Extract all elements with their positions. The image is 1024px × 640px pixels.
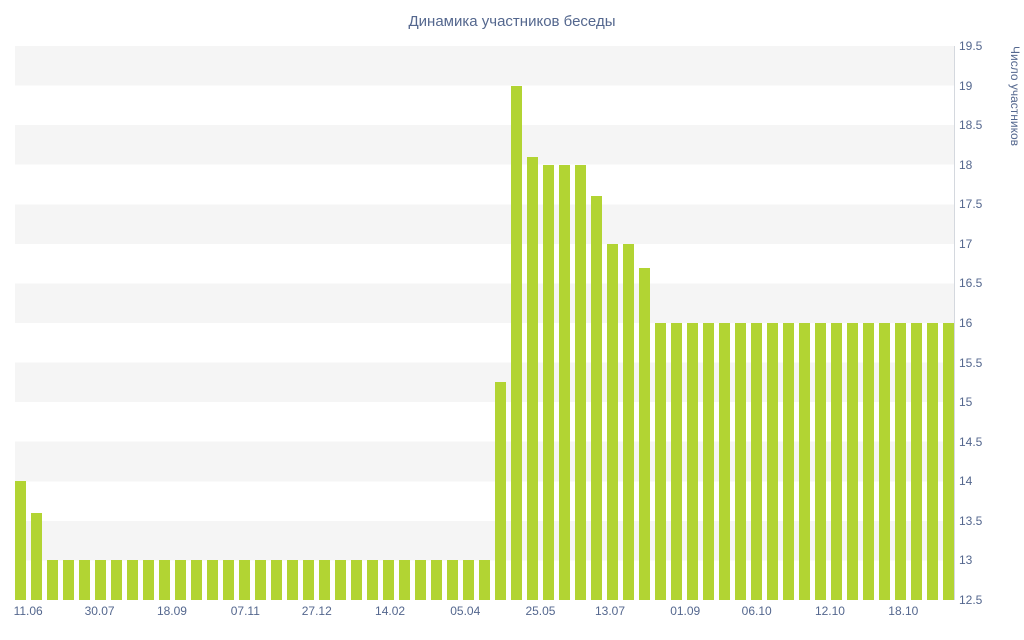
bar[interactable] [111, 560, 122, 600]
y-tick-label: 16.5 [959, 276, 983, 291]
bar[interactable] [95, 560, 106, 600]
x-tick-label: 14.02 [375, 604, 406, 618]
bar[interactable] [607, 243, 618, 600]
bar[interactable] [703, 323, 714, 600]
bar[interactable] [319, 560, 330, 600]
x-tick-label: 25.05 [525, 604, 556, 618]
y-tick-label: 16 [959, 316, 973, 330]
bar[interactable] [175, 560, 186, 600]
bar[interactable] [687, 323, 698, 600]
bar[interactable] [639, 267, 650, 600]
bar[interactable] [287, 560, 298, 600]
bar[interactable] [479, 560, 490, 600]
bar[interactable] [367, 560, 378, 600]
bar[interactable] [399, 560, 410, 600]
bar[interactable] [927, 323, 938, 600]
bar[interactable] [239, 560, 250, 600]
bar[interactable] [783, 323, 794, 600]
bar[interactable] [895, 323, 906, 600]
bar[interactable] [223, 560, 234, 600]
bar[interactable] [127, 560, 138, 600]
bar[interactable] [943, 323, 954, 600]
y-tick-label: 17 [959, 236, 973, 251]
bar[interactable] [671, 323, 682, 600]
x-tick-label: 06.10 [741, 604, 772, 618]
y-tick-label: 15.5 [959, 355, 983, 370]
bar[interactable] [719, 323, 730, 600]
y-tick-label: 18.5 [959, 118, 983, 133]
y-tick-label: 19.5 [959, 39, 983, 53]
bar[interactable] [431, 560, 442, 600]
bar[interactable] [623, 243, 634, 600]
bar[interactable] [303, 560, 314, 600]
x-tick-label: 11.06 [13, 604, 43, 618]
y-tick-label: 14.5 [959, 434, 983, 449]
bar[interactable] [591, 196, 602, 600]
y-tick-label: 15 [959, 395, 973, 410]
y-axis: 19.5 19 18.5 18 17.5 17 16.5 16 15.5 15 14.5 14 13.5… [959, 39, 997, 607]
chart-title: Динамика участников беседы [408, 13, 616, 30]
bar[interactable] [31, 512, 42, 600]
x-tick-label: 05.04 [450, 604, 481, 618]
plot-area [15, 46, 955, 600]
x-tick-label: 13.07 [595, 604, 626, 618]
bar[interactable] [831, 323, 842, 600]
y-tick-label: 17.5 [959, 197, 983, 212]
bar[interactable] [207, 560, 218, 600]
bar[interactable] [735, 323, 746, 600]
x-tick-label: 12.10 [814, 604, 845, 618]
bar[interactable] [383, 560, 394, 600]
bar[interactable] [351, 560, 362, 600]
y-tick-label: 13 [959, 553, 973, 568]
bar[interactable] [335, 560, 346, 600]
y-tick-label: 18 [959, 157, 973, 172]
bar[interactable] [463, 560, 474, 600]
bar[interactable] [191, 560, 202, 600]
bar[interactable] [655, 323, 666, 600]
y-axis-title: Число участников [1008, 46, 1022, 147]
bar[interactable] [863, 323, 874, 600]
x-tick-label: 18.10 [888, 604, 919, 618]
y-tick-label: 19 [959, 78, 973, 93]
bar[interactable] [255, 560, 266, 600]
bar[interactable] [767, 323, 778, 600]
bar[interactable] [511, 85, 522, 600]
bar[interactable] [543, 164, 554, 600]
bar[interactable] [47, 560, 58, 600]
y-tick-label: 14 [959, 474, 973, 489]
x-tick-label: 18.09 [156, 604, 187, 618]
bar[interactable] [751, 323, 762, 600]
bar[interactable] [271, 560, 282, 600]
x-axis: 11.06 30.07 18.09 07.11 27.12 14.02 05.04 25.05… [13, 604, 955, 624]
x-tick-label: 30.07 [84, 604, 115, 618]
bar[interactable] [815, 323, 826, 600]
bar[interactable] [143, 560, 154, 600]
bar[interactable] [879, 323, 890, 600]
bar[interactable] [79, 560, 90, 600]
bar[interactable] [911, 323, 922, 600]
bar[interactable] [15, 481, 26, 600]
bar[interactable] [847, 323, 858, 600]
bar[interactable] [559, 164, 570, 600]
bar[interactable] [799, 323, 810, 600]
bar[interactable] [447, 560, 458, 600]
bar[interactable] [495, 382, 506, 600]
y-tick-label: 12.5 [959, 593, 983, 607]
x-tick-label: 01.09 [670, 604, 701, 618]
bar[interactable] [527, 156, 538, 600]
bar[interactable] [159, 560, 170, 600]
bar[interactable] [575, 164, 586, 600]
y-tick-label: 13.5 [959, 513, 983, 528]
x-tick-label: 27.12 [301, 604, 332, 618]
bar[interactable] [63, 560, 74, 600]
x-tick-label: 07.11 [230, 604, 260, 618]
bar[interactable] [415, 560, 426, 600]
